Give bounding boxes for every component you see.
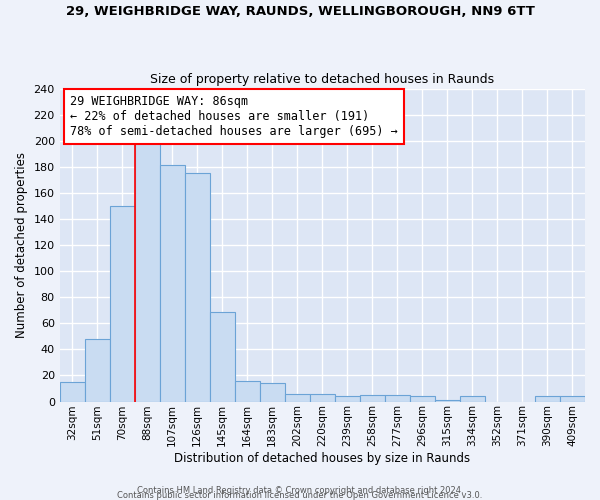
Bar	[560, 396, 585, 402]
Text: 29 WEIGHBRIDGE WAY: 86sqm
← 22% of detached houses are smaller (191)
78% of semi: 29 WEIGHBRIDGE WAY: 86sqm ← 22% of detac…	[70, 95, 398, 138]
Bar	[385, 395, 410, 402]
Y-axis label: Number of detached properties: Number of detached properties	[15, 152, 28, 338]
Bar	[460, 396, 485, 402]
Text: 29, WEIGHBRIDGE WAY, RAUNDS, WELLINGBOROUGH, NN9 6TT: 29, WEIGHBRIDGE WAY, RAUNDS, WELLINGBORO…	[65, 5, 535, 18]
Bar	[335, 396, 360, 402]
Title: Size of property relative to detached houses in Raunds: Size of property relative to detached ho…	[150, 73, 494, 86]
Bar	[85, 339, 110, 402]
Bar	[285, 394, 310, 402]
X-axis label: Distribution of detached houses by size in Raunds: Distribution of detached houses by size …	[174, 452, 470, 465]
Bar	[410, 396, 435, 402]
Bar	[235, 380, 260, 402]
Bar	[535, 396, 560, 402]
Bar	[59, 382, 85, 402]
Bar	[310, 394, 335, 402]
Bar	[135, 140, 160, 402]
Bar	[210, 312, 235, 402]
Bar	[160, 166, 185, 402]
Bar	[360, 395, 385, 402]
Bar	[185, 174, 210, 402]
Bar	[110, 206, 135, 402]
Text: Contains HM Land Registry data © Crown copyright and database right 2024.: Contains HM Land Registry data © Crown c…	[137, 486, 463, 495]
Bar	[260, 384, 285, 402]
Bar	[435, 400, 460, 402]
Text: Contains public sector information licensed under the Open Government Licence v3: Contains public sector information licen…	[118, 491, 482, 500]
